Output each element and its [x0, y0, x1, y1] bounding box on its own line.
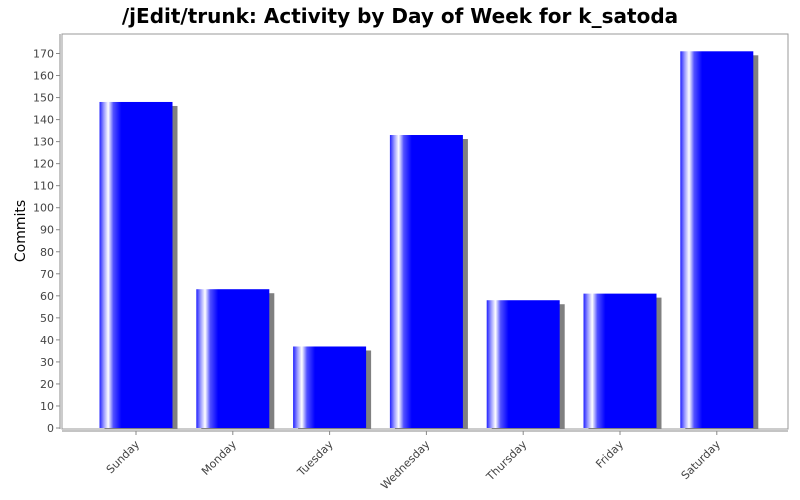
x-tick-label: Wednesday [378, 438, 433, 493]
y-tick-label: 150 [33, 92, 54, 105]
bar-tuesday [293, 346, 367, 428]
x-tick-label: Saturday [679, 438, 724, 483]
y-tick-label: 40 [40, 334, 54, 347]
y-tick-label: 140 [33, 114, 54, 127]
y-tick-label: 60 [40, 290, 54, 303]
y-tick-label: 120 [33, 158, 54, 171]
y-tick-label: 90 [40, 224, 54, 237]
y-tick-label: 170 [33, 48, 54, 61]
y-tick-label: 100 [33, 202, 54, 215]
y-tick-label: 20 [40, 378, 54, 391]
y-tick-label: 160 [33, 70, 54, 83]
x-tick-label: Tuesday [294, 438, 336, 480]
y-axis-title: Commits [13, 200, 29, 262]
x-tick-label: Sunday [104, 438, 143, 477]
y-tick-label: 30 [40, 356, 54, 369]
x-axis: Sunday Monday Tuesday Wednesday Thursday Frid… [62, 430, 788, 493]
bar-thursday [486, 300, 560, 428]
y-tick-label: 110 [33, 180, 54, 193]
bar-friday [583, 293, 657, 428]
bar-saturday [680, 51, 754, 428]
bar-monday [196, 289, 270, 428]
y-axis: 0 10 20 30 40 50 60 70 80 90 100 110 120 130 140 150 160… [33, 34, 61, 435]
y-tick-label: 0 [47, 422, 54, 435]
bar-wednesday [389, 135, 463, 428]
chart-title: /jEdit/trunk: Activity by Day of Week fo… [121, 4, 679, 28]
x-tick-label: Friday [593, 438, 626, 471]
bars [99, 51, 759, 429]
x-tick-label: Thursday [483, 438, 529, 484]
y-tick-label: 10 [40, 400, 54, 413]
y-tick-label: 130 [33, 136, 54, 149]
y-tick-label: 80 [40, 246, 54, 259]
y-tick-label: 50 [40, 312, 54, 325]
y-tick-label: 70 [40, 268, 54, 281]
x-tick-label: Monday [199, 438, 239, 478]
bar-sunday [99, 101, 173, 428]
